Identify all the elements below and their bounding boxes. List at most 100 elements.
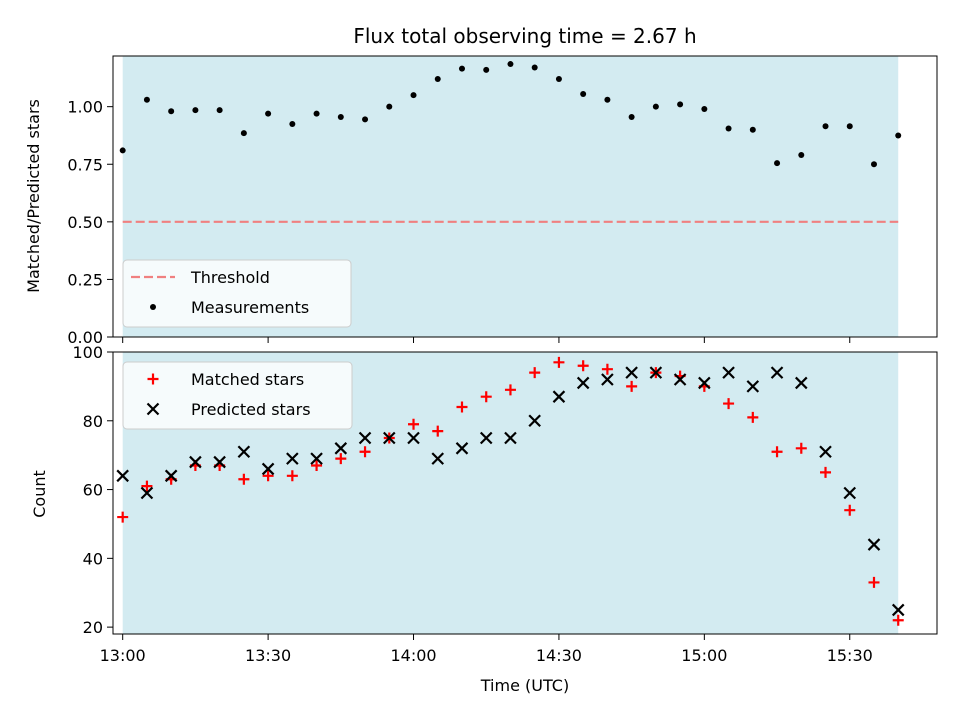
measurement-point	[119, 147, 126, 154]
predicted-star-point	[843, 486, 857, 500]
chart-title: Flux total observing time = 2.67 h	[353, 24, 696, 48]
measurement-point	[628, 114, 635, 121]
top-plot-frame	[112, 55, 938, 338]
measurement-point	[846, 123, 853, 130]
matched-star-point	[238, 473, 250, 485]
measurement-point	[701, 105, 708, 112]
predicted-star-point	[261, 462, 275, 476]
predicted-star-point	[746, 380, 760, 393]
predicted-star-point	[891, 603, 905, 617]
measurement-point	[458, 65, 465, 72]
predicted-star-point	[334, 442, 348, 455]
matched-star-point	[844, 504, 856, 516]
measurement-point	[531, 64, 538, 71]
matched-star-point	[771, 446, 783, 458]
predicted-star-point	[649, 366, 663, 379]
matched-star-point	[747, 411, 759, 423]
predicted-star-point	[698, 376, 711, 390]
matched-star-point	[626, 380, 638, 392]
matched-star-point	[820, 466, 832, 478]
matched-star-point	[480, 391, 492, 403]
measurement-point	[313, 110, 320, 117]
top-legend-box	[122, 259, 352, 328]
top-y-tick-label: 1.00	[67, 98, 103, 117]
measurement-point	[265, 110, 272, 117]
matched-star-point	[262, 470, 274, 482]
measurement-point	[289, 120, 296, 127]
legend-measurements-swatch	[150, 304, 156, 310]
matched-star-point	[529, 367, 541, 379]
predicted-star-point	[189, 455, 202, 469]
predicted-star-point	[407, 431, 420, 445]
legend-measurements-label: Measurements	[191, 298, 309, 317]
x-tick-label: 15:30	[827, 646, 873, 665]
legend-predicted-swatch	[146, 402, 160, 416]
predicted-star-point	[867, 538, 881, 551]
matched-star-point	[335, 453, 347, 465]
matched-star-point	[311, 459, 323, 471]
matched-star-point	[117, 511, 129, 523]
matched-star-point	[286, 470, 298, 482]
bottom-plot-frame	[112, 351, 938, 635]
matched-star-point	[892, 614, 904, 626]
measurement-point	[386, 103, 393, 110]
predicted-star-point	[601, 373, 614, 386]
matched-star-point	[359, 446, 371, 458]
measurement-point	[749, 126, 756, 133]
top-y-tick-label: 0.00	[67, 328, 103, 347]
measurement-point	[725, 125, 732, 132]
bottom-panel: 20 40 60 80 100 13:00 13:30 14:00 14:30 15:00 15:3…	[72, 343, 938, 665]
predicted-star-point	[504, 431, 517, 445]
measurement-point	[143, 96, 150, 103]
x-tick-label: 15:00	[681, 646, 727, 665]
top-y-axis-label: Matched/Predicted stars	[24, 99, 43, 293]
bottom-y-tick-label: 80	[83, 412, 103, 431]
predicted-star-point	[528, 414, 541, 428]
measurement-point	[337, 114, 344, 121]
top-y-tick-label: 0.75	[67, 155, 103, 174]
x-tick-label: 14:30	[536, 646, 582, 665]
matched-star-point	[868, 576, 880, 588]
predicted-star-point	[431, 452, 445, 465]
predicted-star-point	[722, 366, 735, 379]
measurement-point	[362, 116, 369, 123]
top-legend: Threshold Measurements	[122, 259, 352, 328]
measurement-point	[652, 103, 659, 110]
bottom-y-tick-label: 60	[83, 481, 103, 500]
top-panel: 0.00 0.25 0.50 0.75 1.00 Threshold Measurement…	[67, 55, 938, 347]
measurement-point	[555, 76, 562, 83]
predicted-star-point	[116, 469, 129, 483]
predicted-star-point	[164, 469, 178, 483]
measurement-point	[580, 91, 587, 98]
predicted-star-point	[237, 445, 251, 459]
measurement-point	[822, 123, 829, 130]
measurement-point	[216, 107, 223, 114]
matched-star-point	[504, 384, 516, 396]
measurement-point	[434, 76, 441, 83]
measurement-point	[604, 96, 611, 103]
predicted-star-point	[455, 442, 469, 455]
bottom-legend: Matched stars Predicted stars	[122, 361, 353, 430]
matched-star-point	[141, 480, 153, 492]
measurement-point	[677, 101, 684, 108]
predicted-star-point	[213, 455, 226, 469]
measurement-point	[410, 92, 417, 99]
top-y-tick-label: 0.25	[67, 270, 103, 289]
predicted-star-point	[552, 390, 566, 403]
predicted-star-point	[576, 376, 590, 390]
matched-star-point	[723, 398, 735, 410]
matched-star-point	[553, 356, 565, 368]
measurement-point	[240, 130, 247, 137]
legend-matched-label: Matched stars	[191, 370, 304, 389]
measurement-point	[483, 66, 490, 73]
predicted-star-point	[383, 431, 396, 445]
predicted-star-point	[819, 445, 832, 459]
measurement-point	[774, 160, 781, 167]
predicted-star-point	[673, 373, 687, 386]
predicted-star-point	[358, 431, 372, 445]
predicted-star-point	[770, 366, 784, 379]
predicted-star-point	[625, 366, 638, 379]
x-axis-label: Time (UTC)	[480, 676, 569, 695]
bottom-y-axis-label: Count	[30, 470, 49, 518]
measurement-point	[168, 108, 175, 115]
